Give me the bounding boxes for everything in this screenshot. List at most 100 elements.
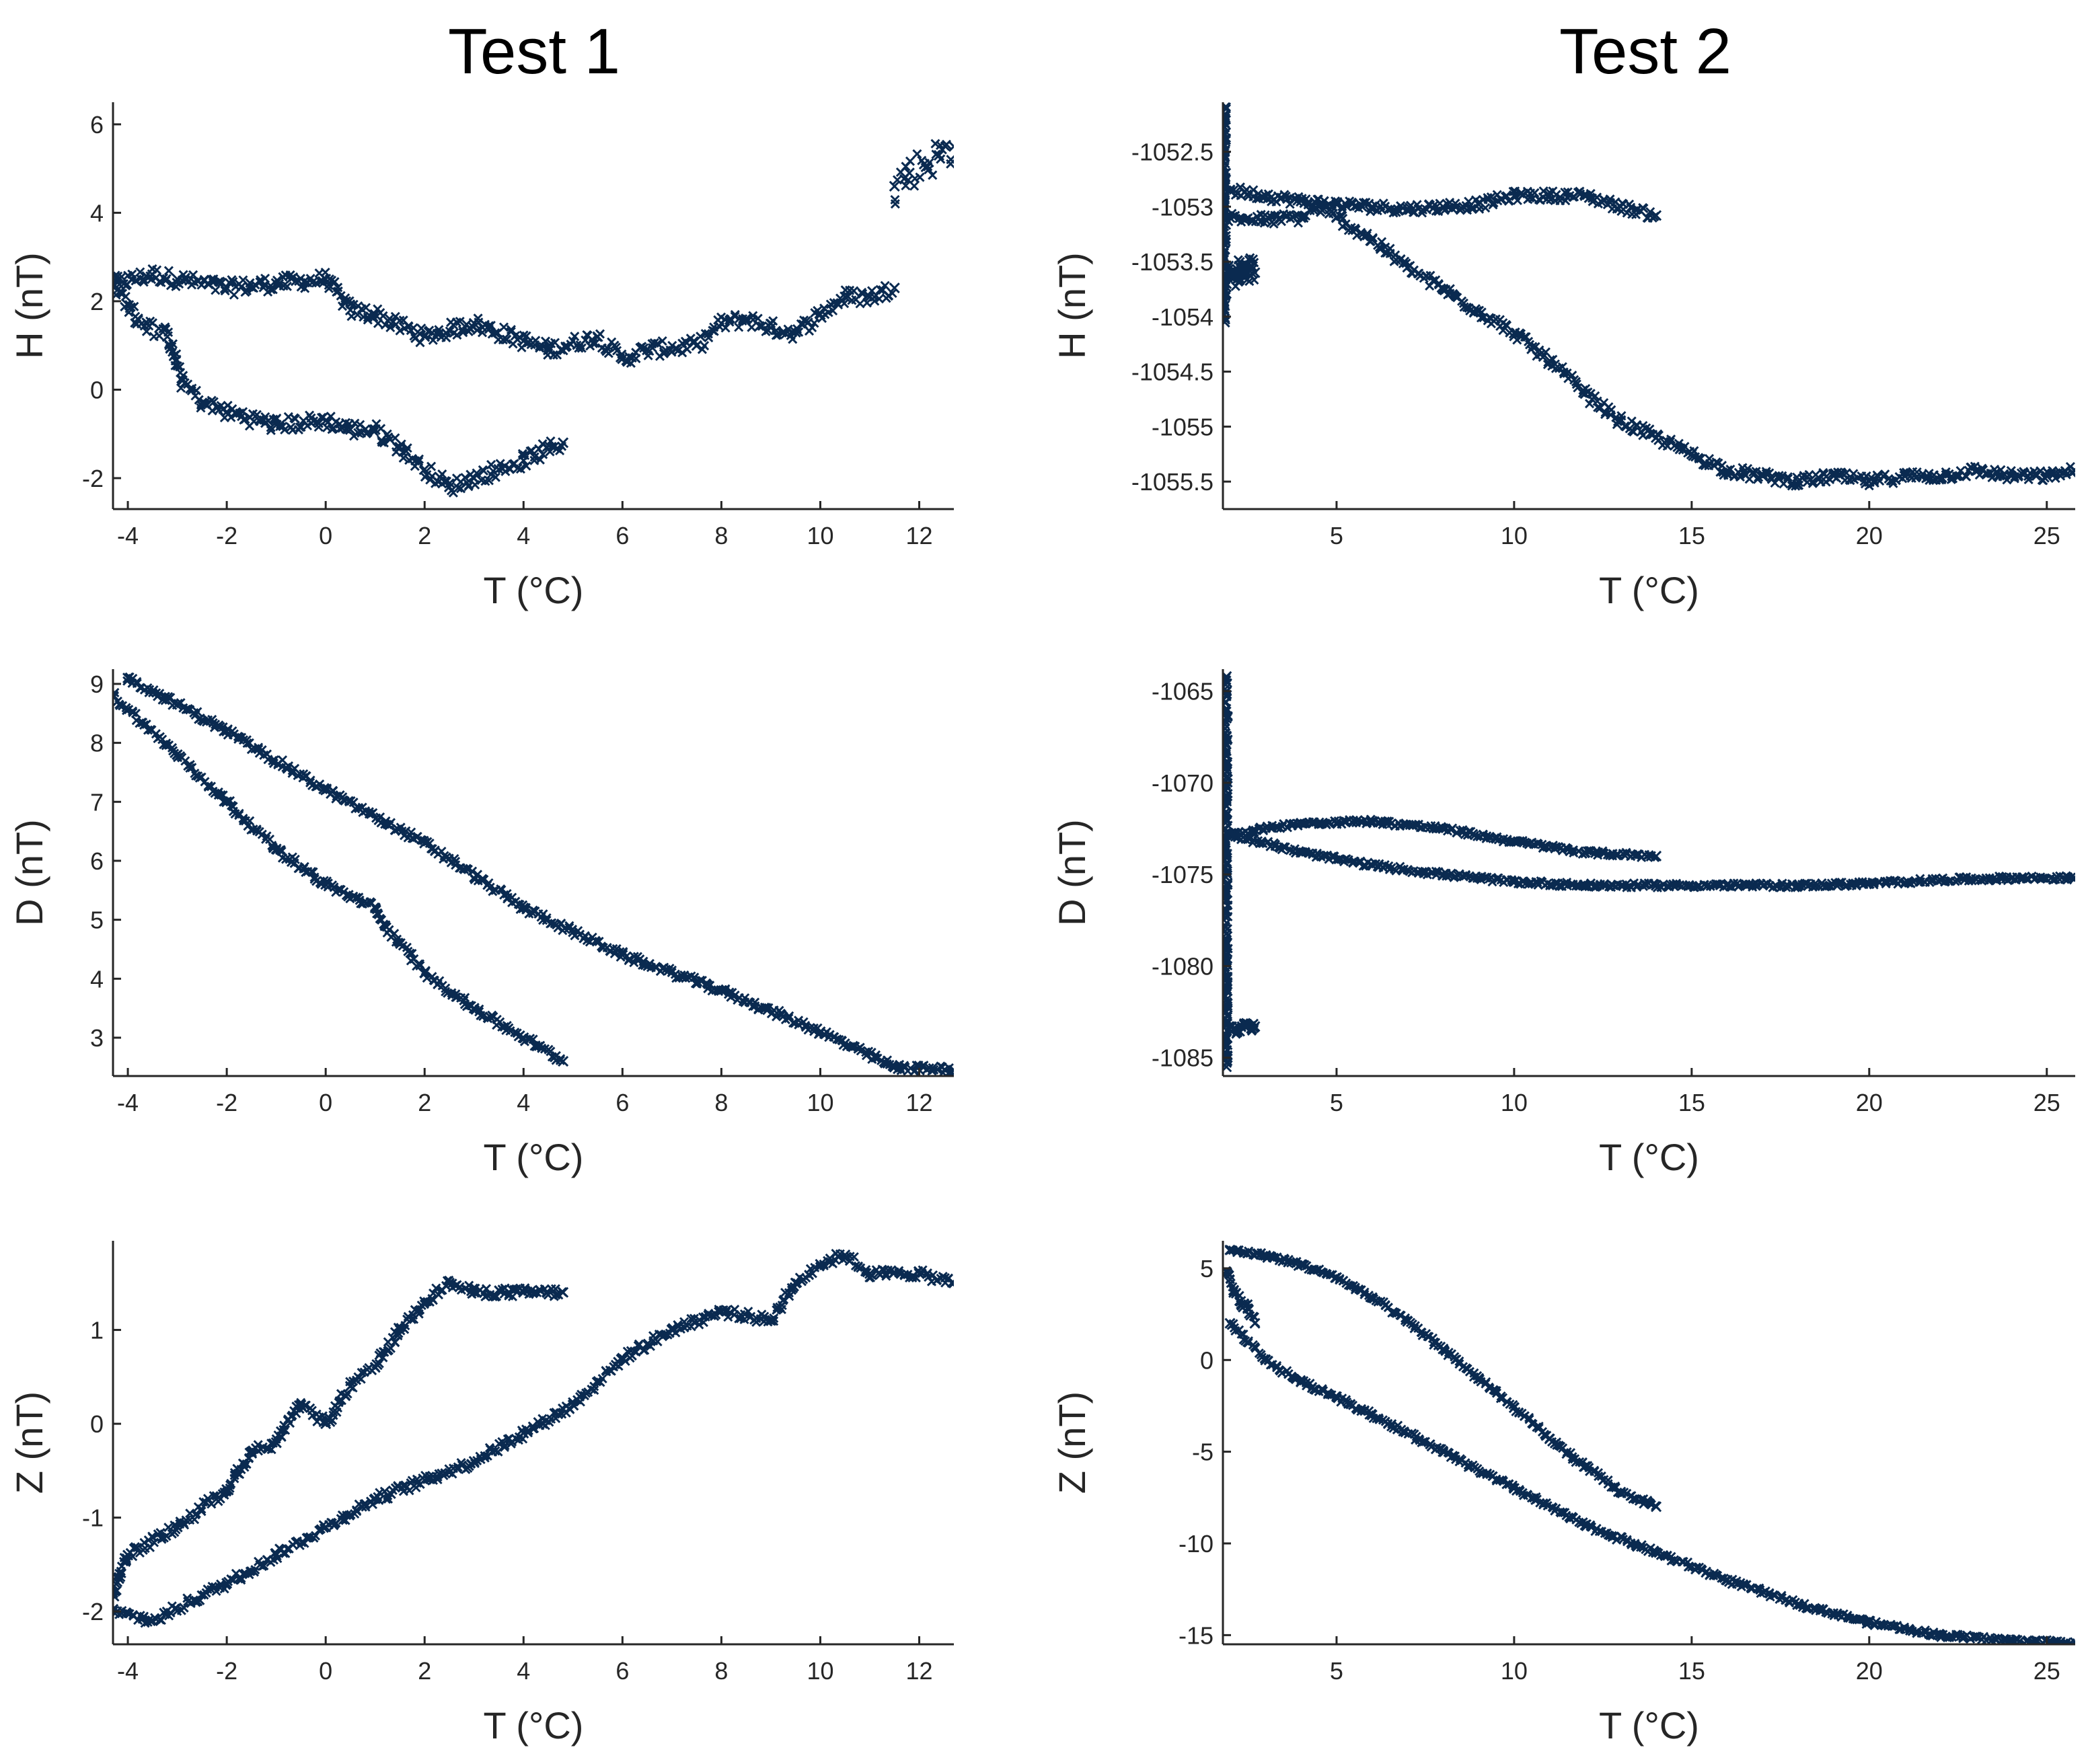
y-tick-label: 0 xyxy=(90,1410,104,1438)
x-tick-label: 6 xyxy=(615,522,629,549)
y-tick-label: -1055 xyxy=(1152,413,1214,440)
series-lower xyxy=(1224,1317,2075,1644)
y-axis-label: H (nT) xyxy=(1051,252,1093,359)
y-tick-label: -1070 xyxy=(1152,769,1214,797)
y-axis-label: D (nT) xyxy=(8,819,50,926)
x-tick-label: 8 xyxy=(714,522,728,549)
y-axis-label: Z (nT) xyxy=(1051,1391,1093,1494)
series-heating xyxy=(113,264,900,368)
y-axis-label: Z (nT) xyxy=(8,1391,50,1494)
y-tick-label: 6 xyxy=(90,111,104,139)
y-tick-label: -1065 xyxy=(1152,678,1214,705)
series-markers-lower xyxy=(1224,1317,2075,1644)
y-tick-label: 7 xyxy=(90,788,104,816)
plot-area xyxy=(1223,102,2075,491)
x-tick-label: 10 xyxy=(807,1089,833,1116)
x-axis-label: T (°C) xyxy=(484,1704,584,1747)
y-tick-label: -2 xyxy=(82,1598,104,1625)
x-tick-label: 25 xyxy=(2033,522,2060,549)
y-tick-label: -1054.5 xyxy=(1131,358,1214,386)
series-markers-upper xyxy=(113,1275,569,1602)
x-tick-label: 0 xyxy=(319,522,332,549)
x-tick-label: 6 xyxy=(615,1089,629,1116)
series-initial xyxy=(1223,1266,1261,1329)
plot-area xyxy=(113,672,954,1076)
x-tick-label: 10 xyxy=(1501,522,1528,549)
y-tick-label: 1 xyxy=(90,1317,104,1344)
x-tick-label: 10 xyxy=(807,522,833,549)
y-tick-label: -1055.5 xyxy=(1131,468,1214,496)
series-markers-jump xyxy=(889,139,954,209)
series-transient xyxy=(1223,102,1232,328)
x-tick-label: 2 xyxy=(418,1089,431,1116)
chart-t1-d: -4 -2 0 2 4 6 8 10 12 3 4 5 6 7 8 9 T (°C) D (nT) xyxy=(8,669,954,1178)
chart-t2-d: 5 10 15 20 25 -1065 -1070 -1075 -1080 -1085 T (°C)… xyxy=(1051,669,2075,1178)
y-tick-label: 4 xyxy=(90,965,104,993)
y-tick-label: -1054 xyxy=(1152,303,1214,331)
series-markers-transient xyxy=(1223,670,1233,1073)
series-markers-lower xyxy=(113,687,569,1067)
chart-t1-h: -4 -2 0 2 4 6 8 10 12 -2 0 2 4 6 T (°C) H (nT) xyxy=(8,102,954,611)
series-markers-transient xyxy=(1223,102,1232,328)
x-tick-label: -2 xyxy=(216,522,237,549)
x-axis-label: T (°C) xyxy=(484,1136,584,1178)
series-lower xyxy=(113,687,569,1067)
y-tick-label: 5 xyxy=(1200,1255,1214,1282)
series-jump xyxy=(889,139,954,209)
x-tick-label: 5 xyxy=(1330,1657,1343,1685)
x-tick-label: 12 xyxy=(906,1089,933,1116)
series-cooling xyxy=(113,276,569,498)
x-tick-label: 10 xyxy=(1501,1657,1528,1685)
x-axis-label: T (°C) xyxy=(484,569,584,611)
x-tick-label: 8 xyxy=(714,1089,728,1116)
x-tick-label: 20 xyxy=(1856,1657,1883,1685)
x-tick-label: -4 xyxy=(117,1657,139,1685)
plot-area xyxy=(113,1248,954,1628)
y-tick-label: 0 xyxy=(1200,1346,1214,1374)
x-tick-label: 15 xyxy=(1678,522,1705,549)
x-tick-label: 4 xyxy=(517,522,530,549)
y-tick-label: 5 xyxy=(90,907,104,934)
y-tick-label: 2 xyxy=(90,288,104,315)
series-markers-heating xyxy=(113,264,900,368)
series-upper xyxy=(122,672,954,1076)
column-title-test-1: Test 1 xyxy=(447,15,621,87)
y-tick-label: -10 xyxy=(1179,1530,1214,1558)
y-tick-label: -1053.5 xyxy=(1131,248,1214,276)
x-tick-label: 8 xyxy=(714,1657,728,1685)
x-tick-label: 15 xyxy=(1678,1089,1705,1116)
x-tick-label: 4 xyxy=(517,1657,530,1685)
plot-area xyxy=(1223,670,2075,1073)
x-tick-label: 12 xyxy=(906,522,933,549)
x-tick-label: 10 xyxy=(1501,1089,1528,1116)
series-upper xyxy=(113,1275,569,1602)
x-tick-label: 4 xyxy=(517,1089,530,1116)
y-axis-label: D (nT) xyxy=(1051,819,1093,926)
series-upper xyxy=(1224,1244,1662,1512)
x-tick-label: 25 xyxy=(2033,1657,2060,1685)
y-tick-label: -1 xyxy=(82,1504,104,1532)
x-tick-label: 0 xyxy=(319,1089,332,1116)
y-tick-label: 6 xyxy=(90,847,104,875)
x-tick-label: -4 xyxy=(117,522,139,549)
x-tick-label: 0 xyxy=(319,1657,332,1685)
plot-area xyxy=(1223,1244,2075,1644)
x-tick-label: 5 xyxy=(1330,1089,1343,1116)
y-tick-label: -1053 xyxy=(1152,193,1214,221)
series-lower xyxy=(113,1248,954,1628)
y-axis-label: H (nT) xyxy=(8,252,50,359)
plot-area xyxy=(113,139,954,498)
y-tick-label: 3 xyxy=(90,1024,104,1052)
column-title-test-2: Test 2 xyxy=(1559,15,1732,87)
x-tick-label: 15 xyxy=(1678,1657,1705,1685)
chart-t2-h: 5 10 15 20 25 -1052.5 -1053 -1053.5 -1054 -1054.5… xyxy=(1051,102,2075,611)
series-markers-upper xyxy=(1224,1244,1662,1512)
x-tick-label: 2 xyxy=(418,1657,431,1685)
x-tick-label: 5 xyxy=(1330,522,1343,549)
series-markers-initial xyxy=(1223,1266,1261,1329)
y-tick-label: -1085 xyxy=(1152,1044,1214,1072)
y-tick-label: 4 xyxy=(90,199,104,227)
x-axis-label: T (°C) xyxy=(1599,569,1699,611)
y-tick-label: -15 xyxy=(1179,1621,1214,1649)
